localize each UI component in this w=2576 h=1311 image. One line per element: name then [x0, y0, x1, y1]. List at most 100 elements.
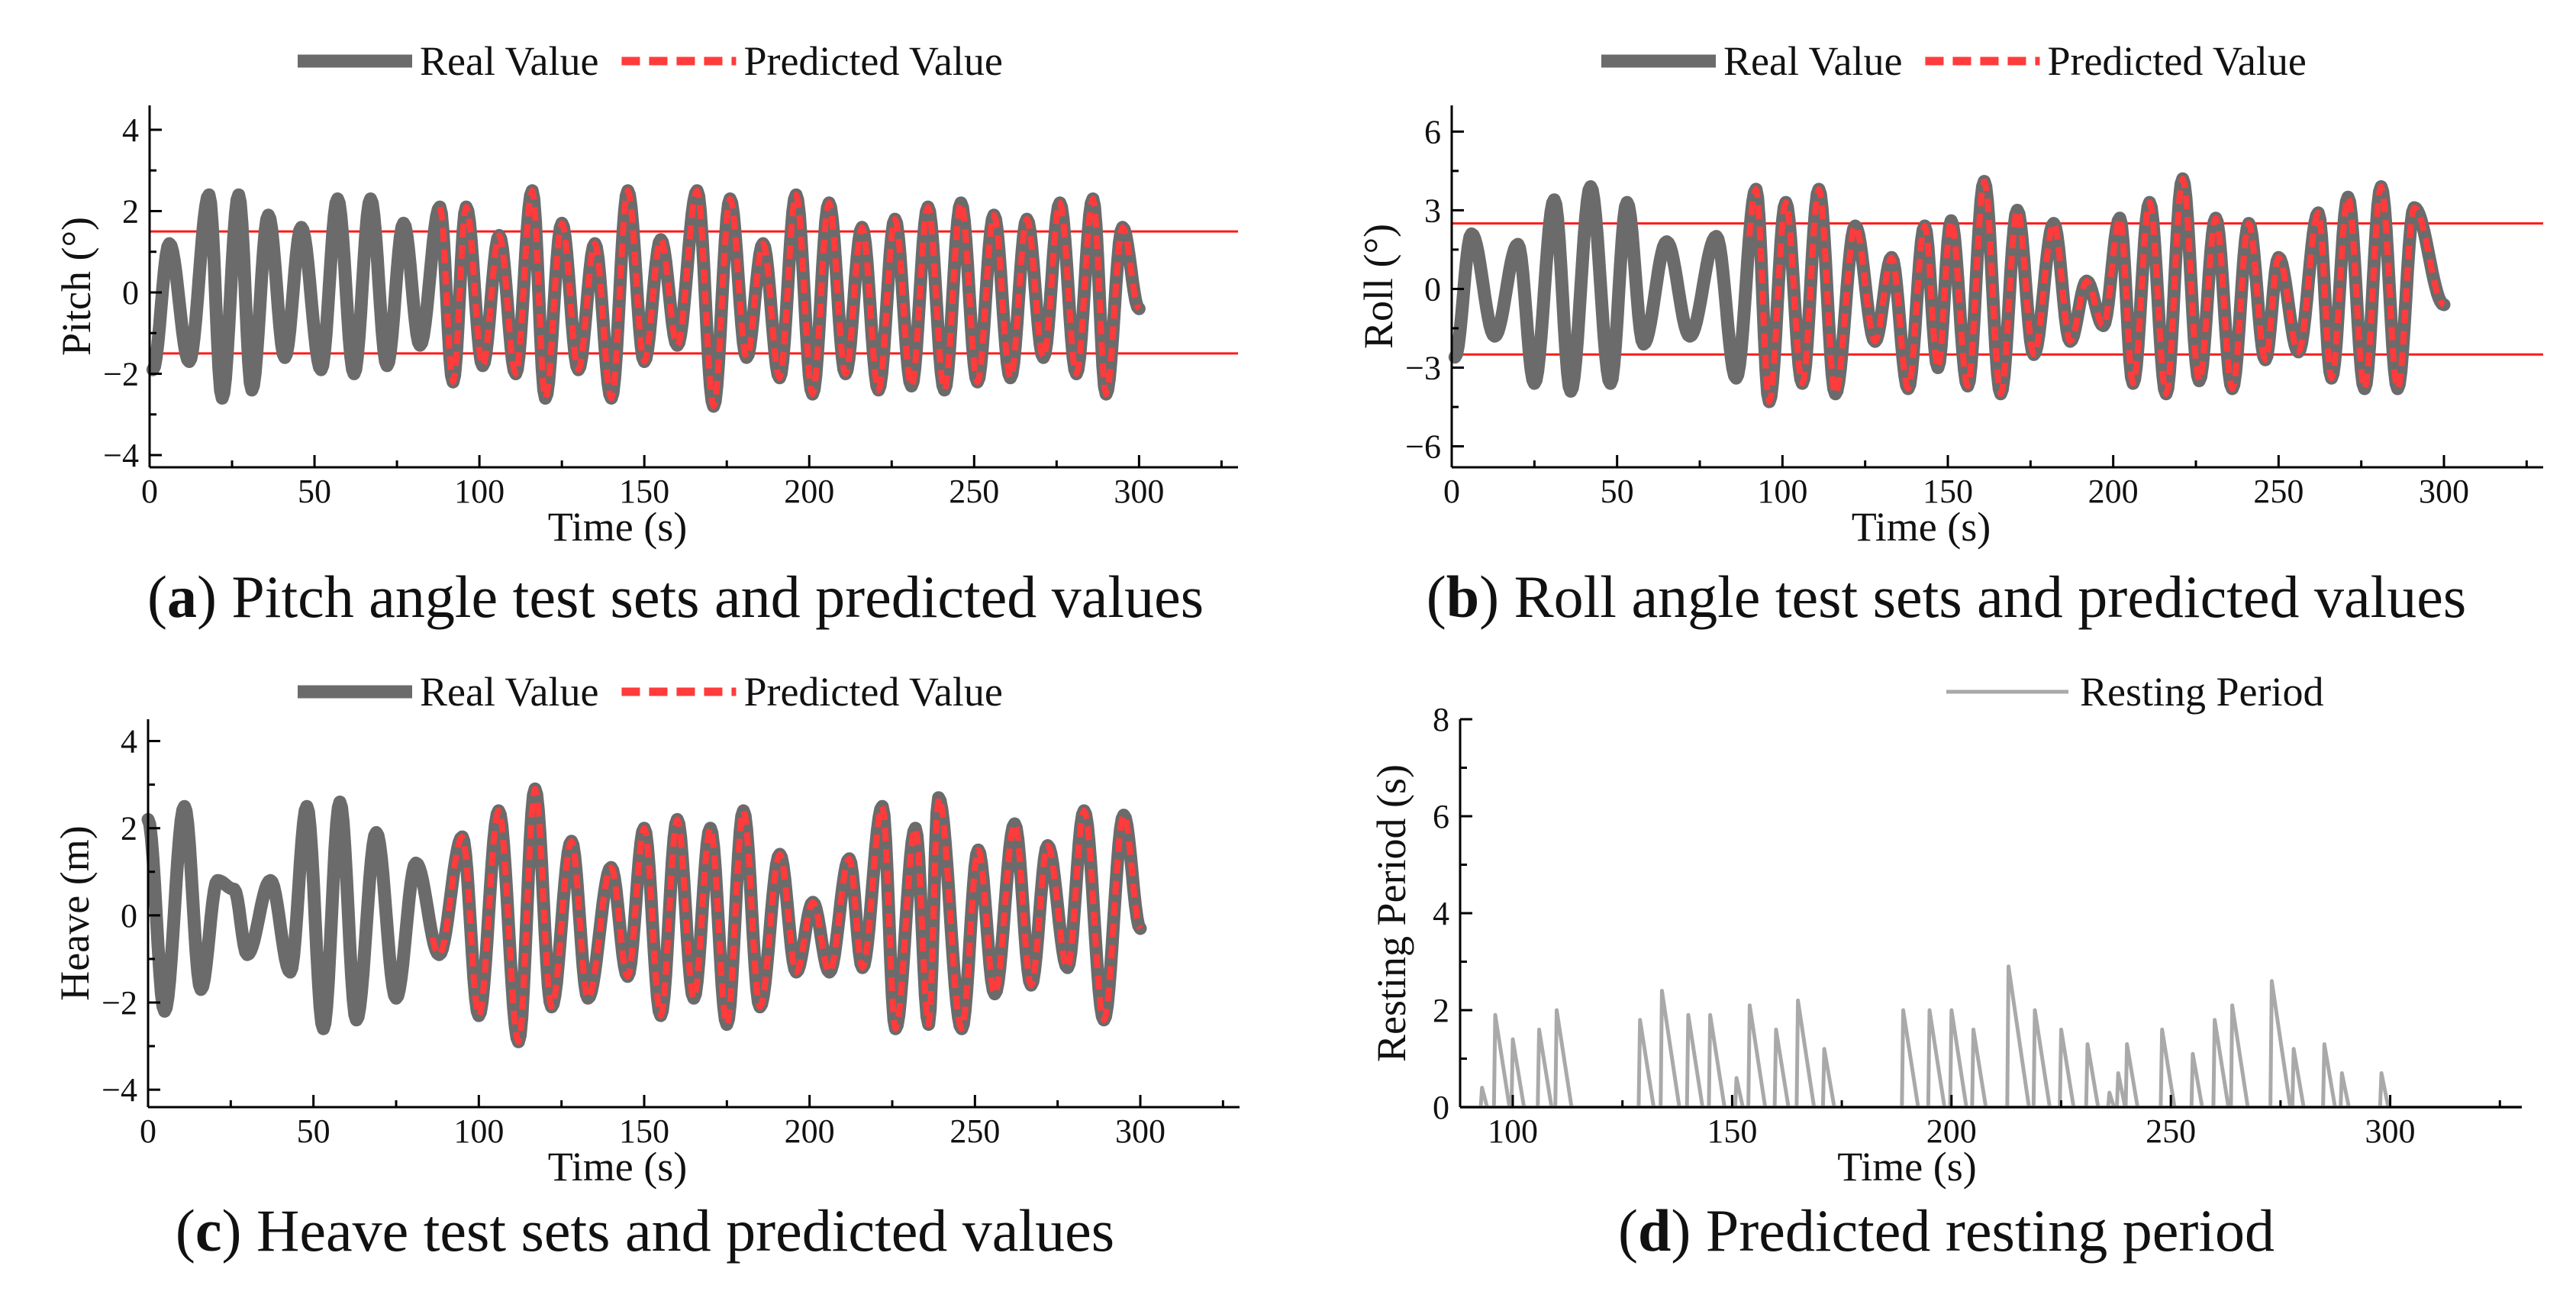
resting-period-spike-31: [2321, 1042, 2337, 1108]
y-tick-label: −2: [103, 356, 139, 393]
resting-period-spike-27: [2211, 1018, 2231, 1108]
x-tick-label: 50: [297, 1112, 330, 1150]
y-axis-label: Heave (m): [52, 825, 98, 1000]
x-axis-label: Time (s): [548, 1144, 688, 1190]
x-tick-label: 250: [2146, 1112, 2196, 1150]
panel-caption: (a) Pitch angle test sets and predicted …: [147, 563, 1204, 630]
resting-period-spike-3: [1536, 1027, 1554, 1108]
legend-label-real-value: Real Value: [1723, 38, 1902, 84]
resting-period-spike-10: [1746, 1003, 1768, 1108]
x-tick-label: 0: [1443, 473, 1460, 510]
resting-period-spike-30: [2290, 1047, 2306, 1108]
y-tick-label: 2: [1433, 992, 1449, 1029]
resting-period-spike-5: [1636, 1018, 1656, 1108]
x-tick-label: 150: [619, 473, 669, 510]
caption-letter: a: [167, 563, 197, 630]
x-tick-label: 250: [949, 1112, 1000, 1150]
panel-d: 100 150 200 250 300 0 2 4 6 8 Time (s) Resting Peri…: [1369, 669, 2522, 1264]
resting-period-spike-19: [2031, 1008, 2052, 1108]
resting-period-spike-32: [2339, 1071, 2351, 1108]
y-tick-label: −3: [1405, 349, 1441, 386]
x-tick-label: 50: [298, 473, 331, 510]
legend-label-predicted-value: Predicted Value: [743, 669, 1002, 715]
y-tick-label: 0: [1424, 270, 1441, 308]
y-tick-label: 6: [1433, 798, 1449, 835]
y-tick-label: 6: [1424, 113, 1441, 150]
y-tick-label: 8: [1433, 701, 1449, 738]
caption-open-paren: (: [176, 1197, 195, 1264]
resting-period-spike-33: [2378, 1071, 2391, 1108]
legend-label-resting-period: Resting Period: [2080, 669, 2324, 715]
resting-period-spike-12: [1794, 998, 1817, 1108]
panel-caption: (c) Heave test sets and predicted values: [176, 1197, 1114, 1264]
x-tick-label: 100: [1757, 473, 1807, 510]
panel-caption: (b) Roll angle test sets and predicted v…: [1427, 563, 2467, 630]
panel-caption: (d) Predicted resting period: [1618, 1197, 2275, 1264]
resting-period-spike-24: [2123, 1042, 2140, 1108]
y-tick-label: 2: [122, 192, 139, 230]
x-tick-label: 200: [784, 473, 834, 510]
resting-period-spike-0: [1478, 1086, 1489, 1108]
x-tick-label: 250: [949, 473, 999, 510]
legend-label-real-value: Real Value: [420, 669, 598, 715]
x-axis-label: Time (s): [1852, 504, 1991, 550]
caption-open-paren: (: [1427, 563, 1446, 630]
y-tick-label: −4: [103, 437, 139, 474]
resting-period-spike-14: [1900, 1008, 1920, 1108]
resting-period-spike-21: [2084, 1042, 2100, 1108]
x-tick-label: 300: [2365, 1112, 2416, 1150]
resting-period-spike-17: [1970, 1027, 1988, 1108]
x-tick-label: 200: [1926, 1112, 1977, 1150]
legend-label-predicted-value: Predicted Value: [2047, 38, 2306, 84]
resting-period-spike-22: [2106, 1090, 2116, 1108]
x-tick-label: 50: [1601, 473, 1634, 510]
series-line-predicted-value: [429, 786, 1143, 1045]
x-axis-label: Time (s): [548, 504, 688, 550]
caption-open-paren: (: [147, 563, 167, 630]
resting-period-spike-16: [1948, 1008, 1968, 1108]
resting-period-spike-9: [1733, 1076, 1745, 1108]
resting-period-spike-1: [1491, 1012, 1512, 1108]
x-axis-label: Time (s): [1837, 1144, 1977, 1190]
resting-period-spike-4: [1553, 1008, 1574, 1108]
y-tick-label: 4: [122, 111, 139, 149]
resting-period-spike-13: [1820, 1047, 1836, 1108]
y-tick-label: 4: [1433, 895, 1449, 932]
x-tick-label: 100: [454, 473, 505, 510]
resting-period-spike-26: [2189, 1051, 2204, 1108]
y-tick-label: 4: [121, 723, 137, 760]
y-tick-label: −6: [1405, 428, 1441, 466]
resting-period-spike-29: [2268, 979, 2293, 1108]
panel-c: 0 50 100 150 200 250 300 −4 −2 0 2 4 Time (s) Heave (…: [52, 669, 1240, 1264]
x-tick-label: 300: [1115, 1112, 1165, 1150]
resting-period-spike-18: [2005, 964, 2031, 1108]
resting-period-spike-11: [1772, 1027, 1791, 1108]
x-tick-label: 100: [1488, 1112, 1538, 1150]
series-line-real-value: [1448, 172, 2451, 408]
x-tick-label: 300: [2419, 473, 2469, 510]
x-tick-label: 150: [1923, 473, 1973, 510]
caption-text: ) Pitch angle test sets and predicted va…: [197, 563, 1204, 630]
panel-a: 0 50 100 150 200 250 300 −4 −2 0 2 4 Time (s) Pitch (…: [53, 38, 1238, 630]
x-tick-label: 250: [2253, 473, 2304, 510]
y-axis-label: Pitch (°): [53, 217, 99, 356]
resting-period-spike-25: [2158, 1027, 2177, 1108]
y-axis-label: Resting Period (s): [1369, 764, 1414, 1062]
y-tick-label: 0: [1433, 1089, 1449, 1126]
resting-period-spike-7: [1685, 1012, 1705, 1108]
caption-open-paren: (: [1618, 1197, 1638, 1264]
resting-period-spike-8: [1707, 1012, 1726, 1108]
x-tick-label: 150: [1707, 1112, 1757, 1150]
caption-text: ) Predicted resting period: [1671, 1197, 2275, 1264]
x-tick-label: 200: [785, 1112, 835, 1150]
caption-letter: c: [195, 1197, 222, 1264]
caption-text: ) Heave test sets and predicted values: [222, 1197, 1115, 1264]
y-tick-label: 3: [1424, 192, 1441, 229]
resting-period-spike-23: [2115, 1071, 2127, 1108]
resting-period-spike-2: [1509, 1037, 1527, 1108]
resting-period-spike-20: [2058, 1027, 2076, 1108]
caption-letter: d: [1638, 1197, 1671, 1264]
caption-letter: b: [1446, 563, 1479, 630]
x-tick-label: 100: [453, 1112, 504, 1150]
